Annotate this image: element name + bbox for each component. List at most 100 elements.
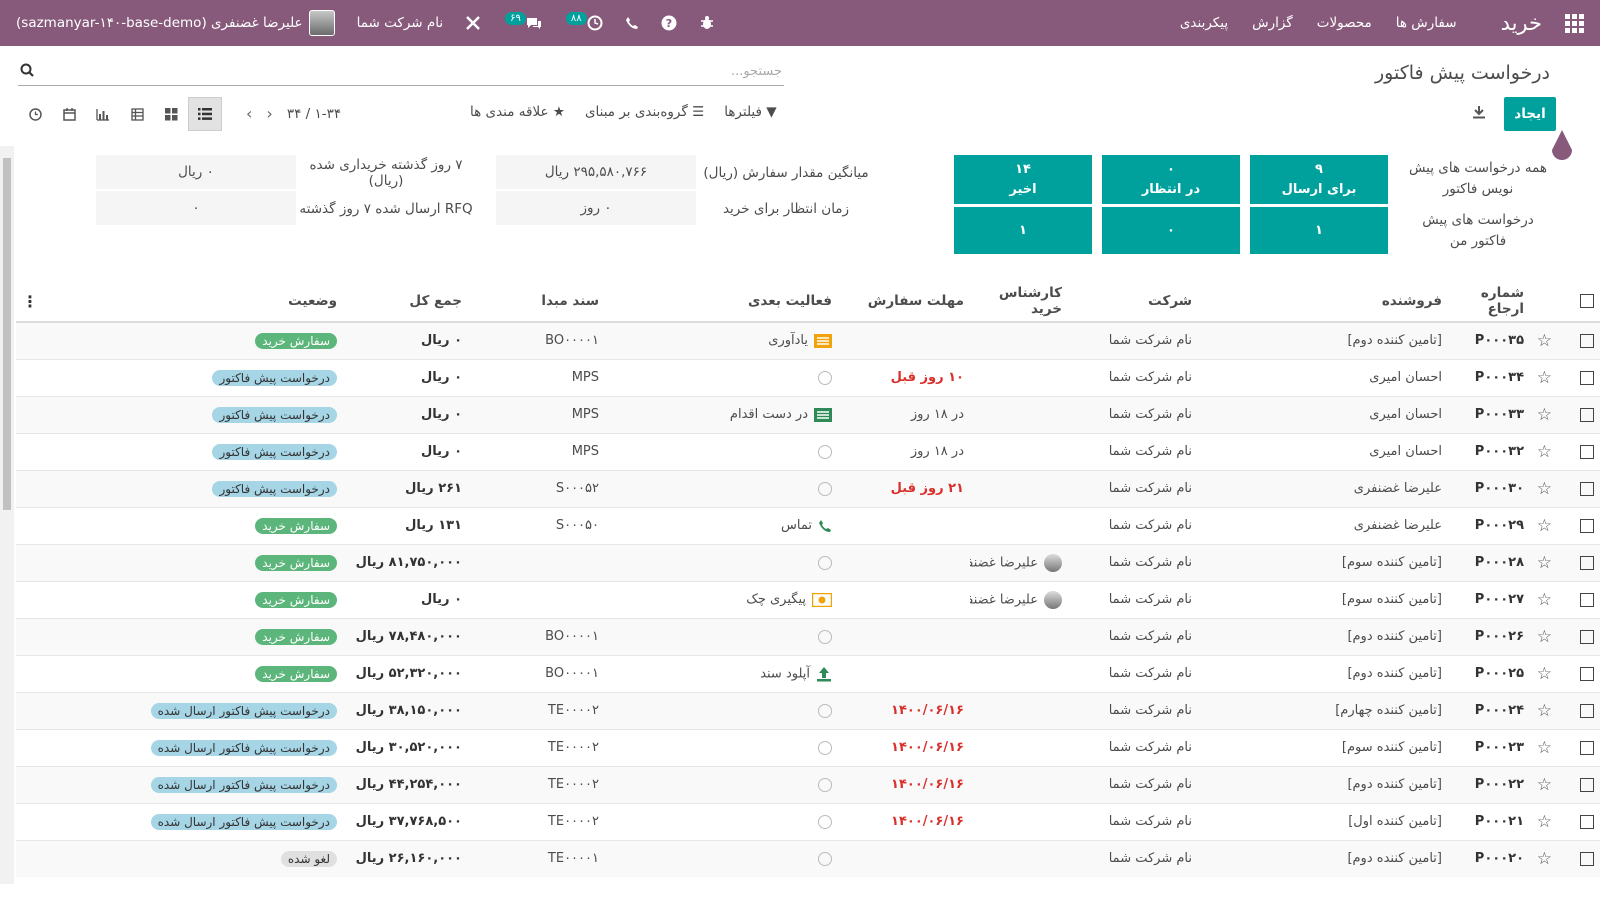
menu-orders[interactable]: سفارش ها	[1395, 15, 1457, 31]
row-checkbox[interactable]	[1580, 481, 1594, 496]
search-input[interactable]: جستجو...	[730, 64, 782, 79]
row-checkbox[interactable]	[1580, 370, 1594, 385]
tile-waiting[interactable]: ۰ در انتظار	[1102, 155, 1240, 204]
table-row[interactable]: ☆ P۰۰۰۲۱ [تامین کننده اول] نام شرکت شما ۱۴۰۰…	[16, 802, 1600, 840]
star-icon[interactable]: ☆	[1536, 737, 1552, 758]
row-checkbox[interactable]	[1580, 444, 1594, 459]
table-row[interactable]: ☆ P۰۰۰۳۲ احسان امیری نام شرکت شما در ۱۸ روز M…	[16, 432, 1600, 470]
user-menu[interactable]: علیرضا غضنفری (sazmanyar-۱۴۰-base-demo)	[16, 10, 335, 36]
activity-view-icon[interactable]	[18, 97, 52, 131]
clock-icon[interactable]	[818, 370, 832, 385]
debug-bug-icon[interactable]	[699, 15, 715, 31]
menu-configuration[interactable]: پیکربندی	[1179, 15, 1229, 31]
search-bar[interactable]: جستجو...	[18, 58, 784, 86]
header-reference[interactable]: شماره ارجاع	[1448, 280, 1530, 323]
apps-menu-icon[interactable]	[1548, 0, 1600, 46]
scrollbar[interactable]	[0, 146, 14, 884]
clock-icon[interactable]	[818, 814, 832, 829]
select-all-checkbox[interactable]	[1580, 293, 1594, 308]
optional-columns-icon[interactable]: ⋮	[22, 292, 38, 311]
row-checkbox[interactable]	[1580, 666, 1594, 681]
select-all-header[interactable]	[1558, 280, 1600, 323]
table-row[interactable]: ☆ P۰۰۰۲۴ [تامین کننده چهارم] نام شرکت شما ۱۴…	[16, 691, 1600, 729]
clock-icon[interactable]	[818, 703, 832, 718]
row-checkbox[interactable]	[1580, 592, 1594, 607]
filters-toggle[interactable]: ▼ فیلترها	[724, 104, 777, 120]
phone-icon[interactable]	[625, 16, 639, 30]
clock-icon[interactable]	[818, 777, 832, 792]
star-icon[interactable]: ☆	[1536, 811, 1552, 832]
messages-icon[interactable]: ۶۹	[503, 11, 542, 31]
favorites-toggle[interactable]: ★ علاقه مندی ها	[470, 104, 565, 120]
row-checkbox[interactable]	[1580, 814, 1594, 829]
header-status[interactable]: وضعیت	[288, 292, 337, 309]
table-row[interactable]: ☆ P۰۰۰۲۲ [تامین کننده دوم] نام شرکت شما ۱۴۰۰…	[16, 765, 1600, 803]
star-icon[interactable]: ☆	[1536, 367, 1552, 388]
row-checkbox[interactable]	[1580, 333, 1594, 348]
table-row[interactable]: ☆ P۰۰۰۲۰ [تامین کننده دوم] نام شرکت شما TE۰۰…	[16, 839, 1600, 877]
table-row[interactable]: ☆ P۰۰۰۳۳ احسان امیری نام شرکت شما در ۱۸ روز د…	[16, 395, 1600, 433]
row-checkbox[interactable]	[1580, 555, 1594, 570]
table-row[interactable]: ☆ P۰۰۰۲۵ [تامین کننده دوم] نام شرکت شما آپلو…	[16, 654, 1600, 692]
table-row[interactable]: ☆ P۰۰۰۲۸ [تامین کننده سوم] نام شرکت شما علیر…	[16, 543, 1600, 581]
row-checkbox[interactable]	[1580, 777, 1594, 792]
table-row[interactable]: ☆ P۰۰۰۲۷ [تامین کننده سوم] نام شرکت شما علیر…	[16, 580, 1600, 618]
row-checkbox[interactable]	[1580, 518, 1594, 533]
clock-icon[interactable]	[818, 629, 832, 644]
star-icon[interactable]: ☆	[1536, 404, 1552, 425]
star-icon[interactable]: ☆	[1536, 626, 1552, 647]
clock-icon[interactable]	[818, 481, 832, 496]
header-total[interactable]: جمع کل	[343, 280, 468, 323]
header-source-document[interactable]: سند مبدا	[468, 280, 605, 323]
star-icon[interactable]: ☆	[1536, 478, 1552, 499]
table-row[interactable]: ☆ P۰۰۰۲۶ [تامین کننده دوم] نام شرکت شما BO۰۰…	[16, 617, 1600, 655]
phone-call-icon[interactable]	[818, 519, 832, 533]
list-view-icon[interactable]	[188, 97, 222, 131]
tile-my-to-send[interactable]: ۱	[1250, 207, 1388, 254]
star-icon[interactable]: ☆	[1536, 848, 1552, 869]
pager-previous-icon[interactable]: ›	[246, 104, 253, 123]
clock-icon[interactable]	[818, 555, 832, 570]
tile-my-late[interactable]: ۱	[954, 207, 1092, 254]
activities-icon[interactable]: ۸۸	[564, 11, 603, 31]
table-row[interactable]: ☆ P۰۰۰۲۳ [تامین کننده سوم] نام شرکت شما ۱۴۰۰…	[16, 728, 1600, 766]
clock-icon[interactable]	[818, 740, 832, 755]
clock-icon[interactable]	[818, 851, 832, 866]
pager-value[interactable]: ۱-۳۴ / ۳۴	[286, 105, 342, 122]
header-vendor[interactable]: فروشنده	[1198, 280, 1448, 323]
row-checkbox[interactable]	[1580, 851, 1594, 866]
pager-next-icon[interactable]: ‹	[266, 104, 273, 123]
table-row[interactable]: ☆ P۰۰۰۳۴ احسان امیری نام شرکت شما ۱۰ روز قبل…	[16, 358, 1600, 396]
star-icon[interactable]: ☆	[1536, 515, 1552, 536]
header-company[interactable]: شرکت	[1068, 280, 1198, 323]
row-checkbox[interactable]	[1580, 629, 1594, 644]
reminder-icon[interactable]	[814, 333, 832, 348]
star-icon[interactable]: ☆	[1536, 663, 1552, 684]
row-checkbox[interactable]	[1580, 740, 1594, 755]
calendar-view-icon[interactable]	[52, 97, 86, 131]
row-checkbox[interactable]	[1580, 407, 1594, 422]
menu-reporting[interactable]: گزارش	[1252, 15, 1293, 31]
table-row[interactable]: ☆ P۰۰۰۳۰ علیرضا غضنفری نام شرکت شما ۲۱ روز ق…	[16, 469, 1600, 507]
kanban-view-icon[interactable]	[154, 97, 188, 131]
tile-my-waiting[interactable]: ۰	[1102, 207, 1240, 254]
star-icon[interactable]: ☆	[1536, 589, 1552, 610]
clock-icon[interactable]	[818, 444, 832, 459]
search-icon[interactable]	[20, 63, 34, 81]
tile-late[interactable]: ۱۴ اخیر	[954, 155, 1092, 204]
row-checkbox[interactable]	[1580, 703, 1594, 718]
star-icon[interactable]: ☆	[1536, 700, 1552, 721]
money-icon[interactable]	[812, 592, 832, 607]
table-row[interactable]: ☆ P۰۰۰۲۹ علیرضا غضنفری نام شرکت شما تماس S۰۰۰…	[16, 506, 1600, 544]
todo-icon[interactable]	[814, 407, 832, 422]
help-icon[interactable]: ?	[661, 15, 677, 31]
tools-icon[interactable]	[465, 15, 481, 31]
scrollbar-thumb[interactable]	[3, 158, 11, 510]
groupby-toggle[interactable]: ☰ گروه‌بندی بر مبنای	[584, 104, 705, 120]
my-rfq-label[interactable]: درخواست های پیش فاکتور من	[1422, 212, 1534, 249]
star-icon[interactable]: ☆	[1536, 441, 1552, 462]
header-next-activity[interactable]: فعالیت بعدی	[605, 280, 838, 323]
pivot-view-icon[interactable]	[120, 97, 154, 131]
star-icon[interactable]: ☆	[1536, 774, 1552, 795]
app-brand[interactable]: خرید	[1500, 11, 1542, 35]
